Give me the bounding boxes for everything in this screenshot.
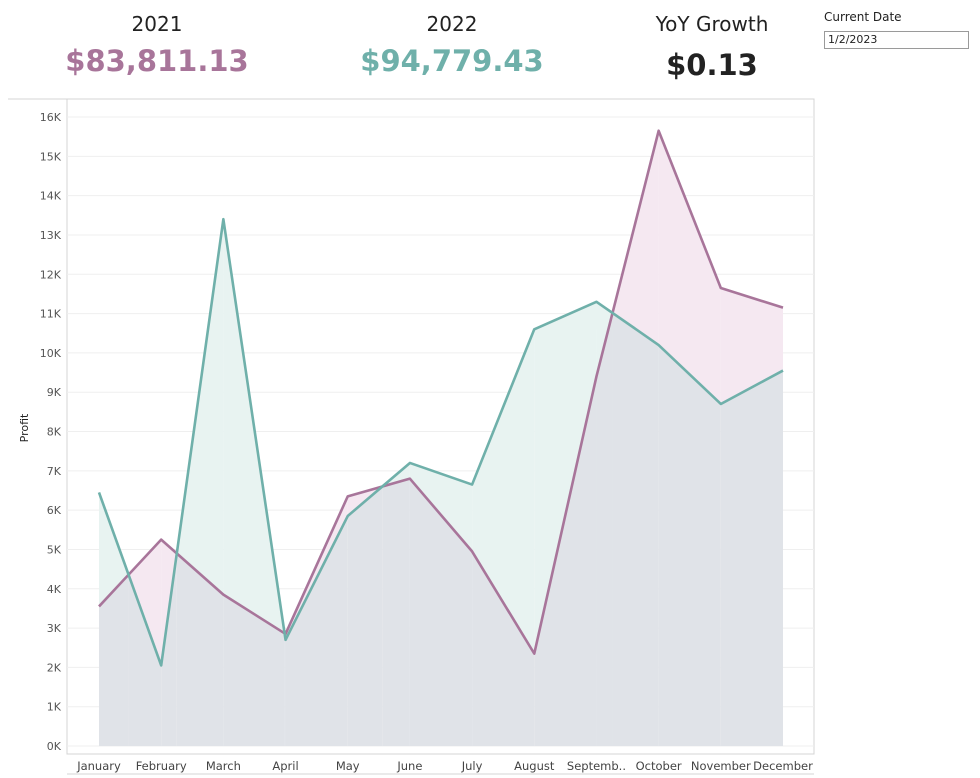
y-tick-label: 13K (40, 229, 62, 242)
x-tick-label: February (136, 759, 187, 773)
series-2022-excess-area (99, 492, 129, 607)
y-axis-title: Profit (18, 413, 31, 442)
y-tick-label: 8K (47, 426, 62, 439)
series-2022-excess-area (409, 462, 473, 552)
overlap-area (347, 486, 383, 746)
x-tick-label: April (272, 759, 298, 773)
x-tick-label: August (514, 759, 555, 773)
overlap-area (534, 376, 597, 746)
x-tick-label: October (636, 759, 682, 773)
x-tick-label: June (396, 759, 422, 773)
series-2021-line (98, 129, 784, 655)
y-tick-label: 10K (40, 347, 62, 360)
x-tick-label: March (206, 759, 241, 773)
overlap-area (284, 633, 286, 746)
y-tick-label: 6K (47, 504, 62, 517)
overlap-area (409, 478, 473, 746)
y-tick-label: 15K (40, 150, 62, 163)
overlap-area (161, 553, 177, 746)
overlap-area (382, 478, 410, 746)
current-date-filter: Current Date (824, 10, 969, 49)
kpi-2022-title: 2022 (426, 12, 478, 36)
y-tick-label: 14K (40, 190, 62, 203)
x-tick-label: December (753, 759, 813, 773)
y-tick-label: 0K (47, 740, 62, 753)
series-2022-excess-area (534, 301, 597, 654)
y-tick-label: 3K (47, 622, 62, 635)
y-tick-label: 12K (40, 268, 62, 281)
series-2022-line (97, 217, 784, 667)
overlap-area (658, 345, 721, 746)
y-tick-label: 1K (47, 701, 62, 714)
kpi-yoy-growth: YoY Growth $0.13 (622, 12, 802, 82)
overlap-area (223, 594, 285, 746)
series-2021-excess-area (612, 130, 659, 346)
overlap-area (176, 553, 224, 746)
kpi-yoy-title: YoY Growth (655, 12, 769, 36)
overlap-area (472, 551, 535, 746)
overlap-area (612, 312, 659, 746)
kpi-2022: 2022 $94,779.43 (357, 12, 547, 78)
kpi-2021: 2021 $83,811.13 (62, 12, 252, 78)
overlap-area (720, 370, 783, 746)
kpi-2021-value: $83,811.13 (65, 44, 249, 78)
series-2022-excess-area (176, 219, 224, 595)
x-tick-label: November (691, 759, 751, 773)
y-tick-label: 5K (47, 543, 62, 556)
series-2021-excess-area (720, 288, 783, 404)
series-2021-excess-area (658, 130, 721, 404)
y-tick-label: 9K (47, 386, 62, 399)
y-tick-label: 16K (40, 111, 62, 124)
y-tick-label: 2K (47, 661, 62, 674)
series-2022-excess-area (472, 329, 535, 654)
y-tick-label: 7K (47, 465, 62, 478)
x-tick-label: July (461, 759, 483, 773)
y-tick-label: 11K (40, 308, 62, 321)
x-tick-label: May (336, 759, 360, 773)
current-date-label: Current Date (824, 10, 902, 24)
y-tick-label: 4K (47, 583, 62, 596)
overlap-area (128, 574, 162, 746)
kpi-2022-value: $94,779.43 (360, 44, 544, 78)
overlap-area (596, 312, 613, 746)
series-2021-excess-area (128, 539, 162, 666)
kpi-yoy-value: $0.13 (666, 48, 758, 82)
kpi-2021-title: 2021 (131, 12, 183, 36)
x-tick-label: January (76, 759, 121, 773)
x-tick-label: Septemb.. (567, 759, 626, 773)
current-date-input[interactable] (824, 30, 969, 49)
overlap-area (99, 574, 129, 746)
overlap-area (285, 516, 348, 746)
